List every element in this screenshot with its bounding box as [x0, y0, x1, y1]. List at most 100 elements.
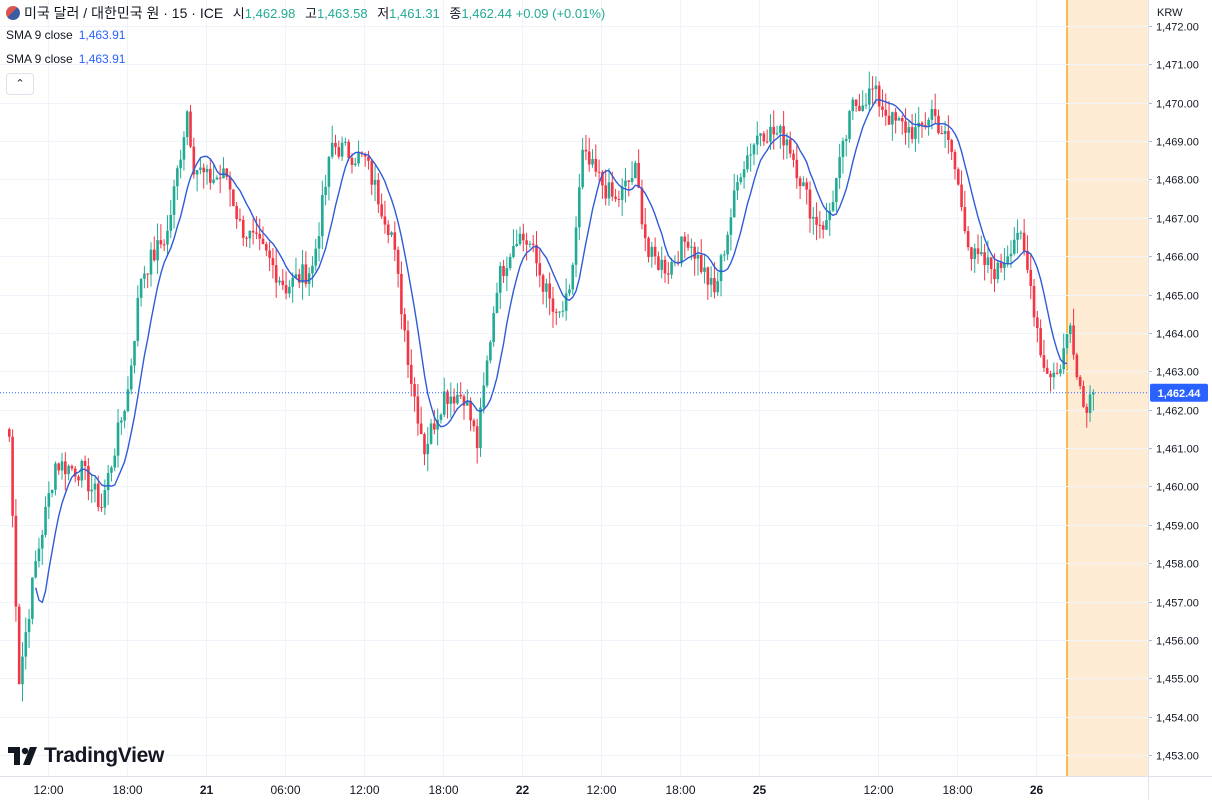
candle-body [805, 182, 808, 190]
candle-body [802, 182, 805, 187]
candle-body [321, 194, 324, 237]
candle-body [159, 240, 163, 245]
x-tick-label: 22 [516, 783, 530, 797]
tradingview-logo: TradingView [8, 744, 164, 768]
candle-body [881, 106, 884, 110]
candle-body [914, 127, 917, 139]
collapse-legend-button[interactable]: ⌃ [6, 73, 34, 95]
candle-body [284, 285, 288, 294]
candle-body [749, 154, 752, 156]
candle-body [456, 394, 459, 404]
candle-body [548, 283, 551, 299]
candle-body [1036, 317, 1039, 329]
candle-body [976, 248, 980, 255]
last-price-badge [1150, 383, 1208, 402]
candle-body [680, 236, 683, 264]
sma-value: 1,463.91 [78, 52, 126, 66]
open-label: 시 [232, 6, 245, 21]
candle-body [910, 127, 914, 139]
candle-body [788, 139, 792, 154]
candle-body [34, 561, 37, 578]
candle-body [940, 133, 944, 135]
candle-body [73, 468, 77, 477]
candle-body [251, 230, 255, 233]
y-tick-label: 1,461.00 [1156, 444, 1199, 456]
y-tick-label: 1,466.00 [1156, 252, 1199, 264]
candle-body [861, 105, 865, 111]
candle-body [960, 184, 963, 208]
x-tick-label: 25 [753, 783, 767, 797]
candle-body [1092, 392, 1095, 395]
x-tick-label: 18:00 [942, 783, 972, 797]
candle-body [512, 245, 515, 258]
candle-body [795, 159, 799, 179]
candle-body [482, 385, 486, 408]
candle-body [17, 606, 21, 685]
candle-body [1012, 239, 1016, 254]
sma-indicator-2[interactable]: SMA 9 close 1,463.91 [6, 52, 125, 66]
sma-indicator-1[interactable]: SMA 9 close 1,463.91 [6, 28, 125, 42]
candle-body [640, 187, 644, 225]
candle-body [462, 396, 466, 406]
candle-body [821, 225, 825, 230]
y-tick-label: 1,463.00 [1156, 367, 1199, 379]
candle-body [1032, 285, 1036, 318]
candle-body [551, 298, 555, 312]
candle-body [729, 217, 733, 235]
candle-body [149, 249, 153, 275]
candle-body [973, 248, 977, 259]
candle-body [452, 396, 456, 404]
candle-body [607, 182, 611, 199]
candle-body [67, 465, 70, 475]
tradingview-logo-icon [8, 747, 38, 765]
candle-body [838, 157, 841, 178]
candle-body [377, 179, 380, 205]
candle-body [643, 224, 647, 239]
symbol-legend: 미국 달러 / 대한민국 원 · 15 · ICE 시1,462.98 고1,4… [6, 3, 605, 23]
candle-body [123, 411, 126, 421]
candle-body [278, 280, 281, 283]
candle-body [258, 233, 262, 239]
candle-body [324, 186, 327, 195]
candle-body [772, 126, 776, 135]
candle-body [268, 250, 271, 259]
candle-body [212, 179, 215, 183]
candle-body [238, 219, 242, 221]
candle-body [433, 423, 436, 430]
candle-body [495, 292, 499, 314]
candle-body [271, 258, 275, 266]
x-tick-label: 18:00 [665, 783, 695, 797]
candle-body [489, 342, 492, 361]
candle-body [841, 140, 845, 158]
candle-body [330, 142, 334, 157]
y-tick-label: 1,465.00 [1156, 291, 1199, 303]
candle-body [545, 283, 548, 292]
candle-body [502, 265, 505, 277]
y-tick-label: 1,453.00 [1156, 751, 1199, 763]
symbol-title[interactable]: 미국 달러 / 대한민국 원 · 15 · ICE [24, 5, 224, 21]
candle-body [1085, 406, 1089, 413]
candle-body [775, 133, 779, 135]
candle-body [386, 224, 390, 236]
candle-body [390, 232, 393, 236]
candle-body [396, 249, 400, 274]
candle-body [60, 461, 64, 471]
candle-body [884, 109, 888, 116]
candle-body [930, 109, 934, 120]
candle-body [578, 187, 581, 228]
candle-body [515, 243, 519, 246]
candle-body [693, 246, 696, 259]
candle-body [485, 360, 489, 386]
candle-body [1065, 334, 1069, 349]
candle-body [927, 119, 930, 126]
candle-body [21, 656, 24, 685]
candle-body [143, 273, 146, 279]
candle-body [179, 159, 182, 169]
high-label: 고 [305, 6, 317, 21]
session-highlight [1066, 0, 1148, 776]
candle-body [182, 137, 186, 160]
candle-body [40, 534, 44, 549]
candle-body [584, 149, 588, 152]
